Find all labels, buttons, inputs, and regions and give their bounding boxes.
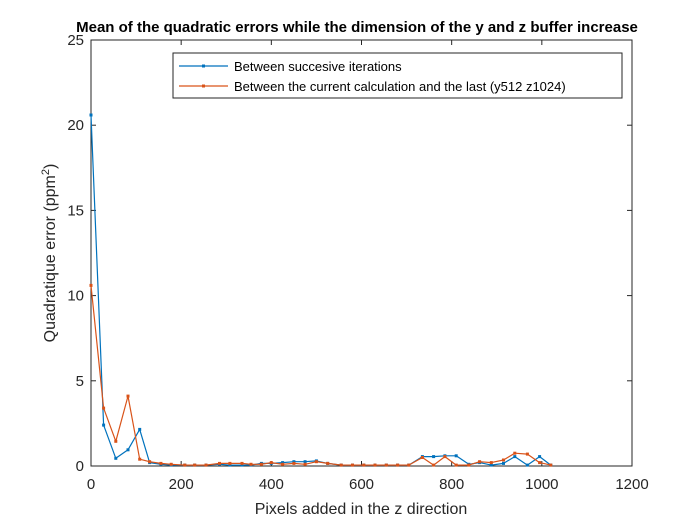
series-2-point [193,463,197,467]
x-tick-label: 600 [349,476,374,493]
series-2-point [148,460,152,464]
series-1-point [228,463,232,467]
series-1-point [281,461,285,465]
series-1-point [89,113,93,117]
y-axis-label-close: ) [42,164,59,169]
series-2-point [373,463,377,467]
series-2-point [549,463,553,467]
series-2-point [384,463,388,467]
series-2-point [303,462,307,466]
x-tick-label: 800 [439,476,464,493]
series-2-point [240,461,244,465]
series-1-point [102,423,106,427]
series-2-point [89,283,93,287]
x-axis-label: Pixels added in the z direction [255,501,468,518]
y-tick-label: 0 [76,458,84,475]
series-2-point [259,462,263,466]
series-2-point [432,463,436,467]
legend-marker-2 [202,84,205,88]
series-2-point [478,460,482,464]
y-axis-label-main: Quadratique error (ppm [42,175,59,342]
series-2-point [351,463,354,467]
series-1-point [502,461,505,465]
x-tick-label: 1000 [525,476,558,493]
x-tick-label: 200 [169,476,194,493]
series-2-point [126,394,130,398]
series-2-point [169,462,173,466]
legend: Between succesive iterations Between the… [172,52,623,99]
series-2-point [114,439,118,443]
y-tick-label: 10 [67,288,84,305]
series-2-point [204,463,208,467]
plot-area [90,39,633,467]
series-2-point [489,461,493,465]
series-1-point [432,455,436,459]
series-1-point [454,454,458,458]
series-2-point [218,461,221,465]
legend-box [172,52,623,99]
series-2-point [159,461,163,465]
legend-label-1: Between succesive iterations [234,59,402,74]
series-1-point [489,463,493,467]
series-2-point [228,461,232,465]
series-2-point [314,460,318,464]
y-tick-label: 5 [76,373,84,390]
series-1-point [525,463,529,467]
y-tick-label: 25 [67,32,84,49]
chart-title: Mean of the quadratic errors while the d… [76,19,638,36]
y-tick-label: 15 [67,202,84,219]
y-axis-label: Quadratique error (ppm2) [40,164,59,343]
series-2-point [339,463,343,467]
series-1-point [114,456,118,460]
series-1-point [538,455,542,459]
x-tick-label: 1200 [615,476,648,493]
axis-ticks: 0 200 400 600 800 1000 1200 0 5 10 15 20 25 [67,32,648,493]
series-2-point [138,457,142,461]
series-2-point [326,461,330,465]
series-1-point [292,460,296,464]
series-2-point [269,461,273,465]
x-tick-label: 400 [259,476,284,493]
series-2-point [362,463,366,467]
series-2-point [183,463,187,467]
series-2-point [249,462,253,466]
y-tick-label: 20 [67,117,84,134]
series-2-point [292,461,296,465]
x-tick-label: 0 [87,476,95,493]
series-1-point [513,455,517,459]
y-axis-label-exponent: 2 [40,169,52,175]
series-2-point [513,451,517,455]
series-2-point [420,456,424,459]
series-2-point [454,463,458,467]
series-1-point [240,463,244,467]
series-layer [89,113,553,467]
legend-label-2: Between the current calculation and the … [234,79,566,94]
series-2-point [407,463,411,467]
series-2-point [396,463,400,467]
series-2-point [502,458,505,462]
series-1-point [138,427,142,431]
series-2-point [443,455,447,459]
series-2-point [525,452,529,456]
legend-marker-1 [202,64,205,68]
series-2-point [467,463,471,467]
series-2-point [538,461,542,465]
series-1-point [126,448,130,452]
series-2-point [281,462,285,466]
series-2-point [102,406,106,410]
series-1-point [303,460,307,464]
